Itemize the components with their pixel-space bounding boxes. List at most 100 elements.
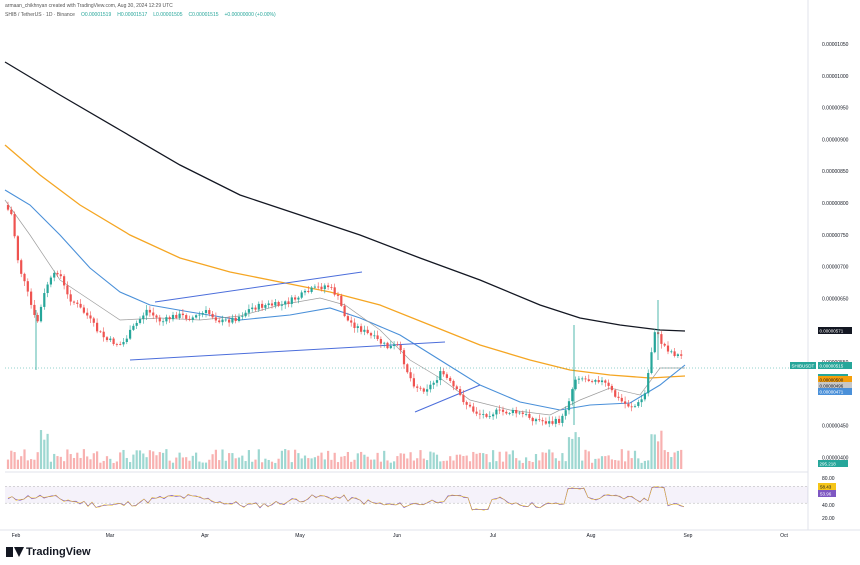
symbol-title[interactable]: SHIB / TetherUS · 1D · Binance [5, 12, 75, 18]
volume-bar [620, 449, 623, 469]
candle-body [96, 322, 99, 332]
time-tick-label: Apr [201, 533, 209, 539]
candle-body [152, 312, 155, 316]
candle-body [148, 309, 151, 313]
ma100-line [4, 144, 686, 379]
rsi-tick-label: 20.00 [822, 516, 835, 522]
volume-bar [426, 460, 429, 469]
volume-bar [284, 449, 287, 469]
candle-body [528, 413, 531, 418]
volume-bar [577, 437, 580, 469]
candle-body [231, 317, 234, 323]
price-label-bg [818, 388, 852, 395]
candle-body [234, 317, 237, 322]
volume-bar [445, 460, 448, 469]
candle-body [647, 372, 650, 394]
volume-bar [508, 454, 511, 469]
candle-body [204, 310, 208, 314]
volume-bar [257, 449, 260, 469]
volume-bar [33, 459, 36, 469]
price-label: 0.00000571 [820, 329, 844, 334]
volume-bar [191, 455, 194, 469]
volume-bar [119, 452, 122, 469]
volume-bar [538, 460, 541, 469]
volume-bar [79, 457, 82, 469]
volume-bar [145, 457, 148, 469]
volume-bar [221, 449, 224, 469]
volume-bar [624, 461, 627, 469]
candle-body [633, 405, 637, 407]
candle-body [419, 387, 422, 389]
candle-body [135, 322, 138, 326]
rsi-label-bg [818, 490, 836, 497]
time-tick-label: Mar [106, 533, 115, 539]
volume-bar [274, 462, 277, 469]
candle-body [26, 281, 29, 292]
candle-body [627, 403, 630, 407]
volume-bar [604, 456, 607, 469]
volume-bar [155, 455, 158, 469]
price-tick-label: 0.00000750 [822, 233, 849, 239]
rsi-pane [5, 486, 808, 511]
candle-body [610, 385, 613, 391]
candle-body [386, 342, 389, 349]
candle-body [439, 371, 442, 381]
volume-bar [59, 456, 62, 469]
volume-bar [399, 453, 402, 469]
volume-bar [666, 451, 670, 469]
candle-body [181, 313, 184, 316]
volume-bar [657, 441, 660, 469]
ohlc-low: L0.00001505 [153, 12, 183, 18]
candle-body [353, 322, 356, 328]
candle-body [125, 338, 128, 343]
candle-body [620, 397, 623, 402]
volume-bar [584, 449, 587, 469]
candle-body [10, 209, 13, 215]
volume-bar [455, 454, 458, 469]
volume-bar [416, 458, 419, 469]
candle-body [330, 287, 333, 288]
candle-body [653, 332, 656, 353]
candle-body [449, 377, 452, 381]
candle-body [247, 309, 250, 313]
volume-bar [307, 458, 310, 469]
candle-body [86, 312, 89, 316]
volume-bar [462, 455, 465, 469]
volume-bar [482, 453, 485, 469]
volume-bar [653, 434, 656, 469]
candle-body [442, 371, 445, 375]
candle-body [561, 415, 564, 423]
volume-bar [162, 452, 165, 469]
volume-bar [571, 438, 574, 469]
volume-bar [313, 457, 316, 469]
volume-bar [56, 456, 59, 469]
volume-bar [224, 460, 227, 469]
volume-bar [663, 450, 666, 469]
volume-bar [178, 452, 181, 469]
volume-bar [89, 459, 92, 469]
volume-bar [478, 452, 481, 469]
rsi-tick-label: 80.00 [822, 476, 835, 482]
volume-bar [26, 460, 29, 469]
volume-bar [617, 460, 620, 469]
volume-bars [6, 430, 683, 469]
candle-body [670, 351, 673, 353]
volume-bar [165, 449, 168, 469]
candle-body [468, 404, 472, 407]
candle-body [274, 302, 277, 306]
candle-body [614, 390, 617, 397]
price-label-bg [818, 376, 852, 383]
volume-bar [99, 462, 102, 469]
volume-bar [376, 452, 379, 469]
volume-bar [254, 459, 257, 469]
candle-body [49, 277, 52, 285]
volume-bar [452, 460, 455, 469]
price-label: 0.00000515 [820, 364, 844, 369]
volume-bar [597, 458, 600, 469]
candle-body [640, 399, 643, 403]
candle-body [600, 380, 604, 383]
volume-bar [383, 450, 386, 469]
tradingview-brand[interactable]: TradingView [6, 546, 91, 558]
candle-body [475, 411, 478, 414]
